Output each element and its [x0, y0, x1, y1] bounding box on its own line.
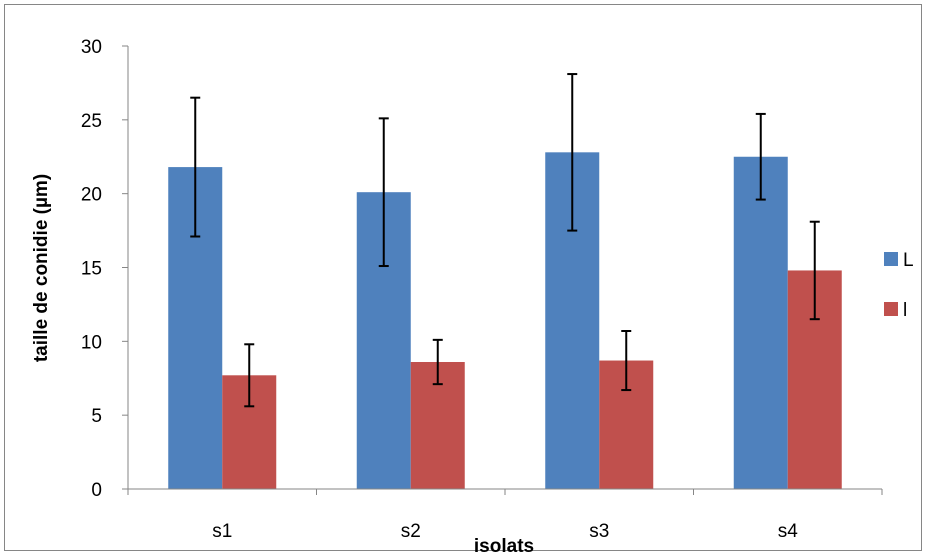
x-tick-label-s3: s3: [589, 521, 609, 542]
y-tick-label-10: 10: [81, 332, 102, 353]
legend-swatch-l: [884, 302, 898, 316]
y-tick-label-5: 5: [91, 406, 102, 427]
legend: Ll: [884, 250, 914, 321]
x-tick-label-s2: s2: [401, 521, 421, 542]
y-tick-label-30: 30: [81, 37, 102, 58]
bars-layer: [168, 152, 842, 489]
legend-label-l: l: [903, 300, 907, 321]
y-axis-title: taille de conidie (µm): [31, 174, 52, 362]
x-tick-label-s1: s1: [212, 521, 232, 542]
legend-label-L: L: [903, 250, 914, 271]
error-bars-layer: [190, 73, 820, 408]
bar-L-s4: [733, 156, 788, 489]
y-tick-label-25: 25: [81, 111, 102, 132]
y-tick-label-0: 0: [91, 480, 102, 501]
legend-swatch-L: [884, 252, 898, 266]
axes-layer: s1 s2 s3 s4 0 5 10 15 20 25 30: [81, 37, 883, 542]
y-tick-label-20: 20: [81, 185, 102, 206]
y-tick-label-15: 15: [81, 259, 102, 280]
x-tick-label-s4: s4: [778, 521, 799, 542]
x-axis-title: isolats: [474, 536, 534, 555]
